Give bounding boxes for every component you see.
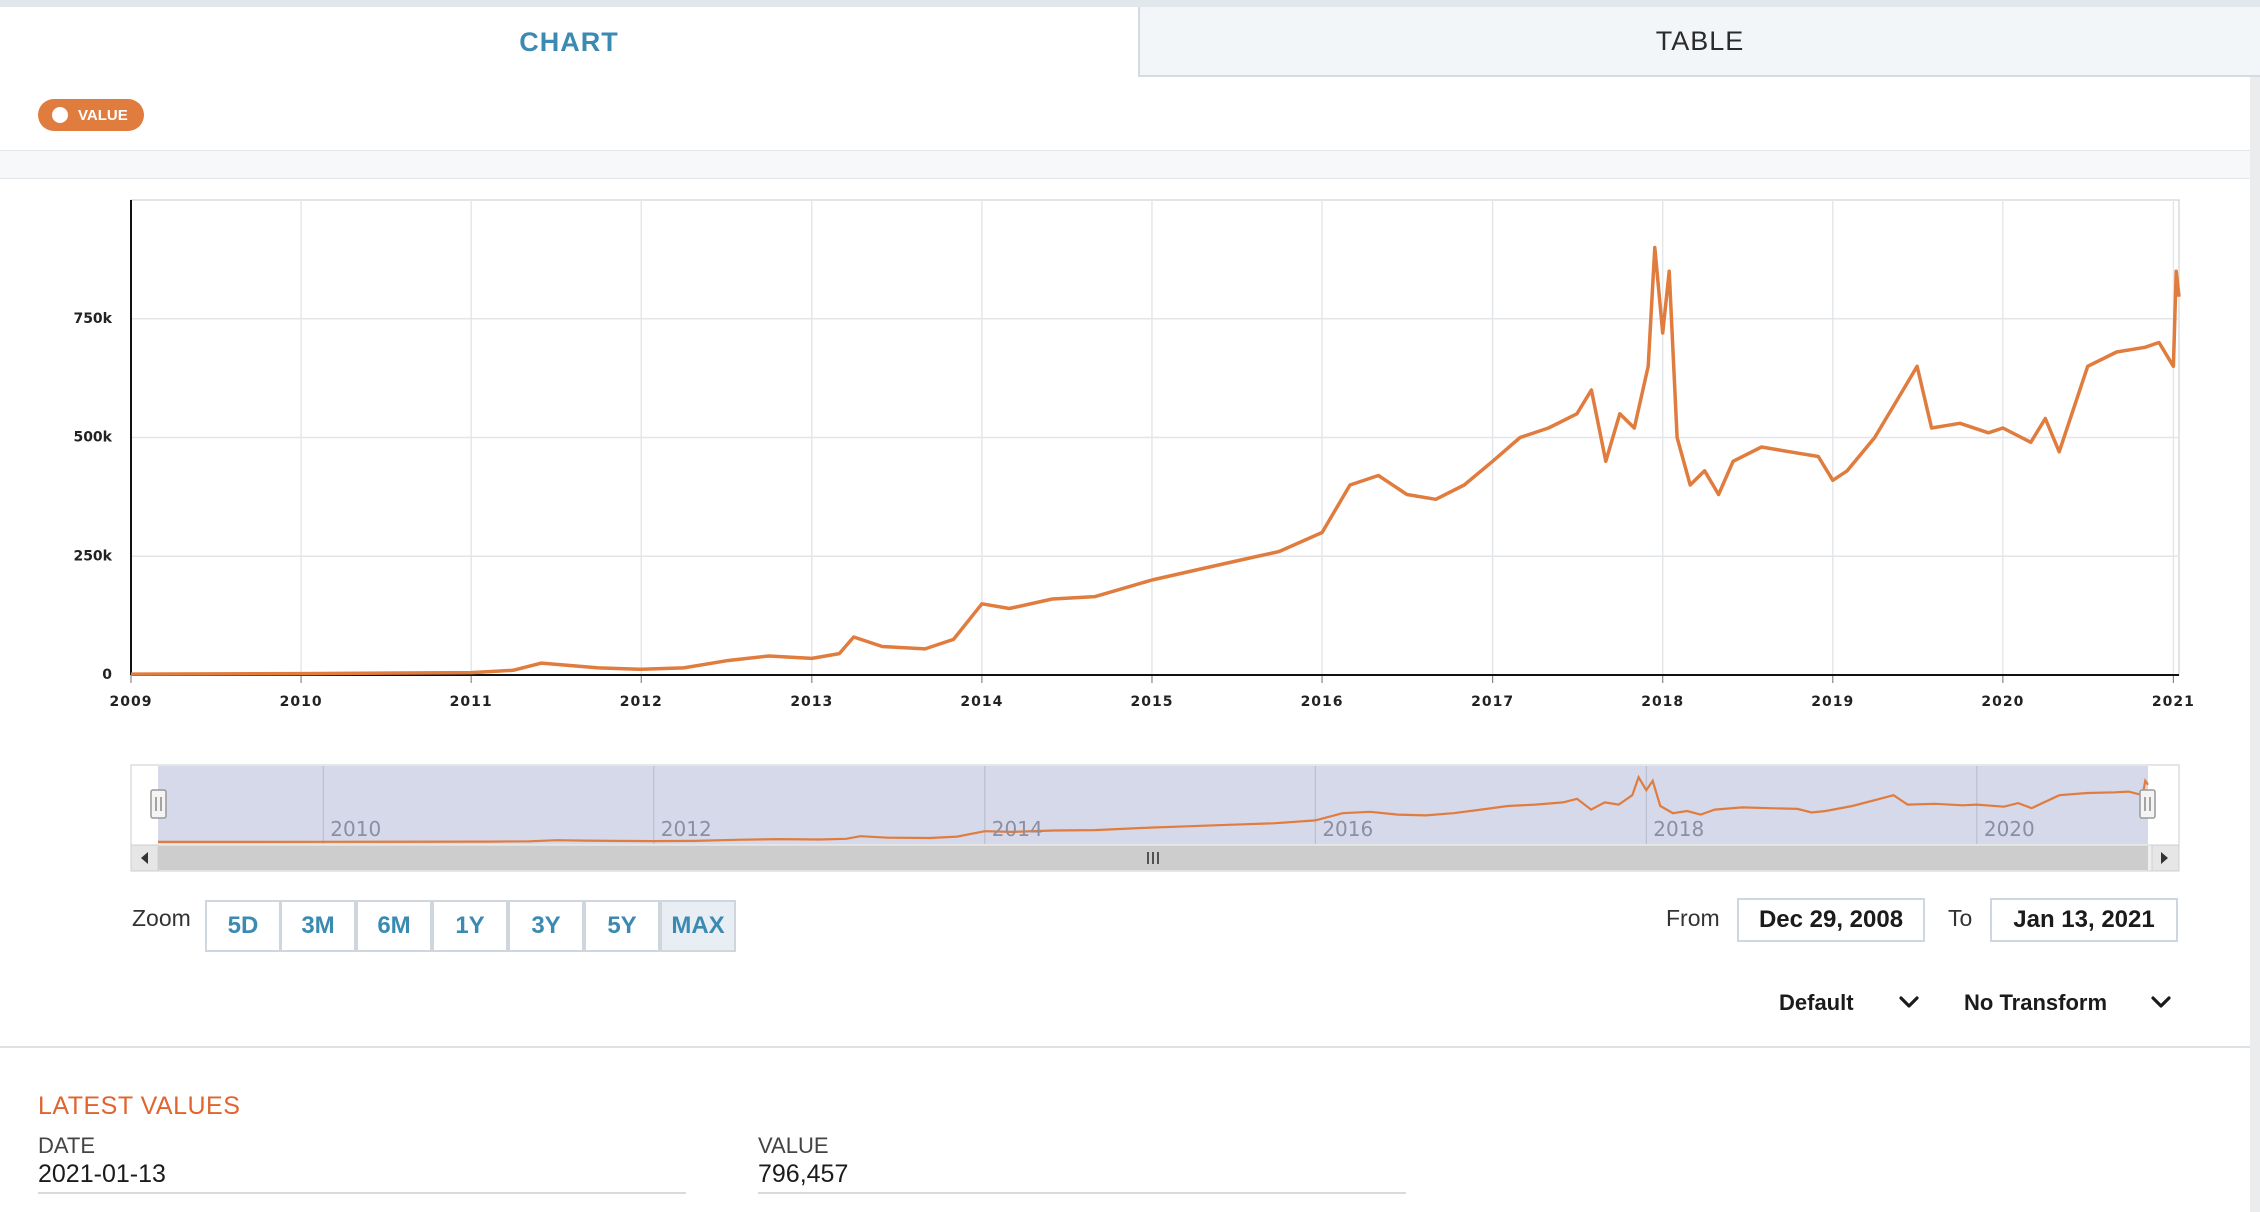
latest-date-value: 2021-01-13	[38, 1160, 166, 1188]
x-tick-label: 2015	[1130, 694, 1173, 710]
zoom-5y-button[interactable]: 5Y	[584, 900, 660, 952]
navigator-series-line	[157, 774, 2149, 843]
toggle-dot-icon	[52, 107, 68, 123]
navigator-selected-range[interactable]	[158, 766, 2148, 844]
y-tick-label: 500k	[73, 430, 112, 446]
latest-date-rule	[38, 1192, 686, 1194]
x-tick-label: 2020	[1981, 694, 2024, 710]
scroll-left-arrow-icon[interactable]	[130, 844, 159, 872]
tab-table[interactable]: TABLE	[1138, 7, 2260, 77]
zoom-max-button[interactable]: MAX	[660, 900, 736, 952]
x-tick-label: 2021	[2152, 694, 2195, 710]
navigator-year-label: 2014	[992, 817, 1043, 841]
scroll-right-arrow-icon[interactable]	[2151, 844, 2180, 872]
zoom-label: Zoom	[132, 905, 191, 931]
zoom-5d-button[interactable]: 5D	[205, 900, 281, 952]
chevron-down-icon[interactable]	[2149, 990, 2173, 1014]
transform-select-value: No Transform	[1964, 990, 2108, 1015]
x-tick-label: 2013	[790, 694, 833, 710]
latest-date-label: DATE	[38, 1133, 96, 1158]
zoom-3y-button[interactable]: 3Y	[508, 900, 584, 952]
zoom-1y-button[interactable]: 1Y	[432, 900, 508, 952]
tab-chart[interactable]: CHART	[0, 7, 1138, 77]
top-rule	[0, 0, 2260, 7]
y-tick-label: 750k	[73, 311, 112, 327]
to-label: To	[1948, 905, 1973, 931]
latest-value-rule	[758, 1192, 1406, 1194]
to-date-input[interactable]	[1990, 898, 2178, 942]
zoom-3m-button[interactable]: 3M	[280, 900, 356, 952]
y-tick-label: 250k	[73, 548, 112, 564]
chart-axes	[130, 200, 2179, 683]
navigator-year-label: 2010	[330, 817, 381, 841]
navigator-year-label: 2020	[1984, 817, 2035, 841]
x-tick-label: 2012	[620, 694, 663, 710]
navigator-handle-right[interactable]	[2139, 789, 2156, 819]
navigator-year-label: 2018	[1653, 817, 1704, 841]
x-tick-label: 2017	[1471, 694, 1514, 710]
navigator-grid	[322, 766, 1978, 844]
latest-value-label: VALUE	[758, 1133, 829, 1158]
navigator-handle-left[interactable]	[150, 789, 167, 819]
x-tick-label: 2019	[1811, 694, 1854, 710]
latest-values-title: LATEST VALUES	[38, 1092, 241, 1120]
chevron-down-icon[interactable]	[1897, 990, 1921, 1014]
series-toggle-label: VALUE	[78, 106, 128, 124]
x-tick-label: 2009	[110, 694, 153, 710]
chart-header-band	[0, 150, 2250, 179]
right-edge-rule	[2250, 77, 2260, 1212]
transform-select[interactable]: No Transform	[1964, 988, 2107, 1018]
x-axis-ticks: 2009 2010 2011 2012 2013 2014 2015 2016 2017 2018…	[110, 694, 2195, 710]
x-tick-label: 2018	[1641, 694, 1684, 710]
navigator-year-label: 2012	[661, 817, 712, 841]
frequency-select[interactable]: Default	[1779, 988, 1854, 1018]
x-tick-label: 2010	[280, 694, 323, 710]
navigator-year-label: 2016	[1322, 817, 1373, 841]
y-tick-label: 0	[102, 667, 112, 683]
range-navigator[interactable]: 2010 2012 2014 2016 2018 2020	[130, 764, 2180, 846]
chart-grid	[130, 199, 2180, 676]
latest-value-value: 796,457	[758, 1160, 849, 1188]
x-tick-label: 2016	[1301, 694, 1344, 710]
y-axis-ticks: 0 250k 500k 750k	[73, 311, 112, 683]
frequency-select-value: Default	[1779, 990, 1854, 1015]
x-tick-label: 2014	[960, 694, 1003, 710]
x-tick-label: 2011	[450, 694, 493, 710]
zoom-6m-button[interactable]: 6M	[356, 900, 432, 952]
section-divider	[0, 1046, 2250, 1048]
navigator-scrollbar[interactable]	[130, 844, 2180, 872]
from-date-input[interactable]	[1737, 898, 1925, 942]
navigator-labels: 2010 2012 2014 2016 2018 2020	[330, 817, 2034, 841]
from-label: From	[1666, 905, 1720, 931]
scroll-grip-icon[interactable]	[1147, 852, 1159, 864]
series-toggle-pill[interactable]: VALUE	[38, 99, 144, 131]
series-line-value	[130, 245, 2181, 676]
